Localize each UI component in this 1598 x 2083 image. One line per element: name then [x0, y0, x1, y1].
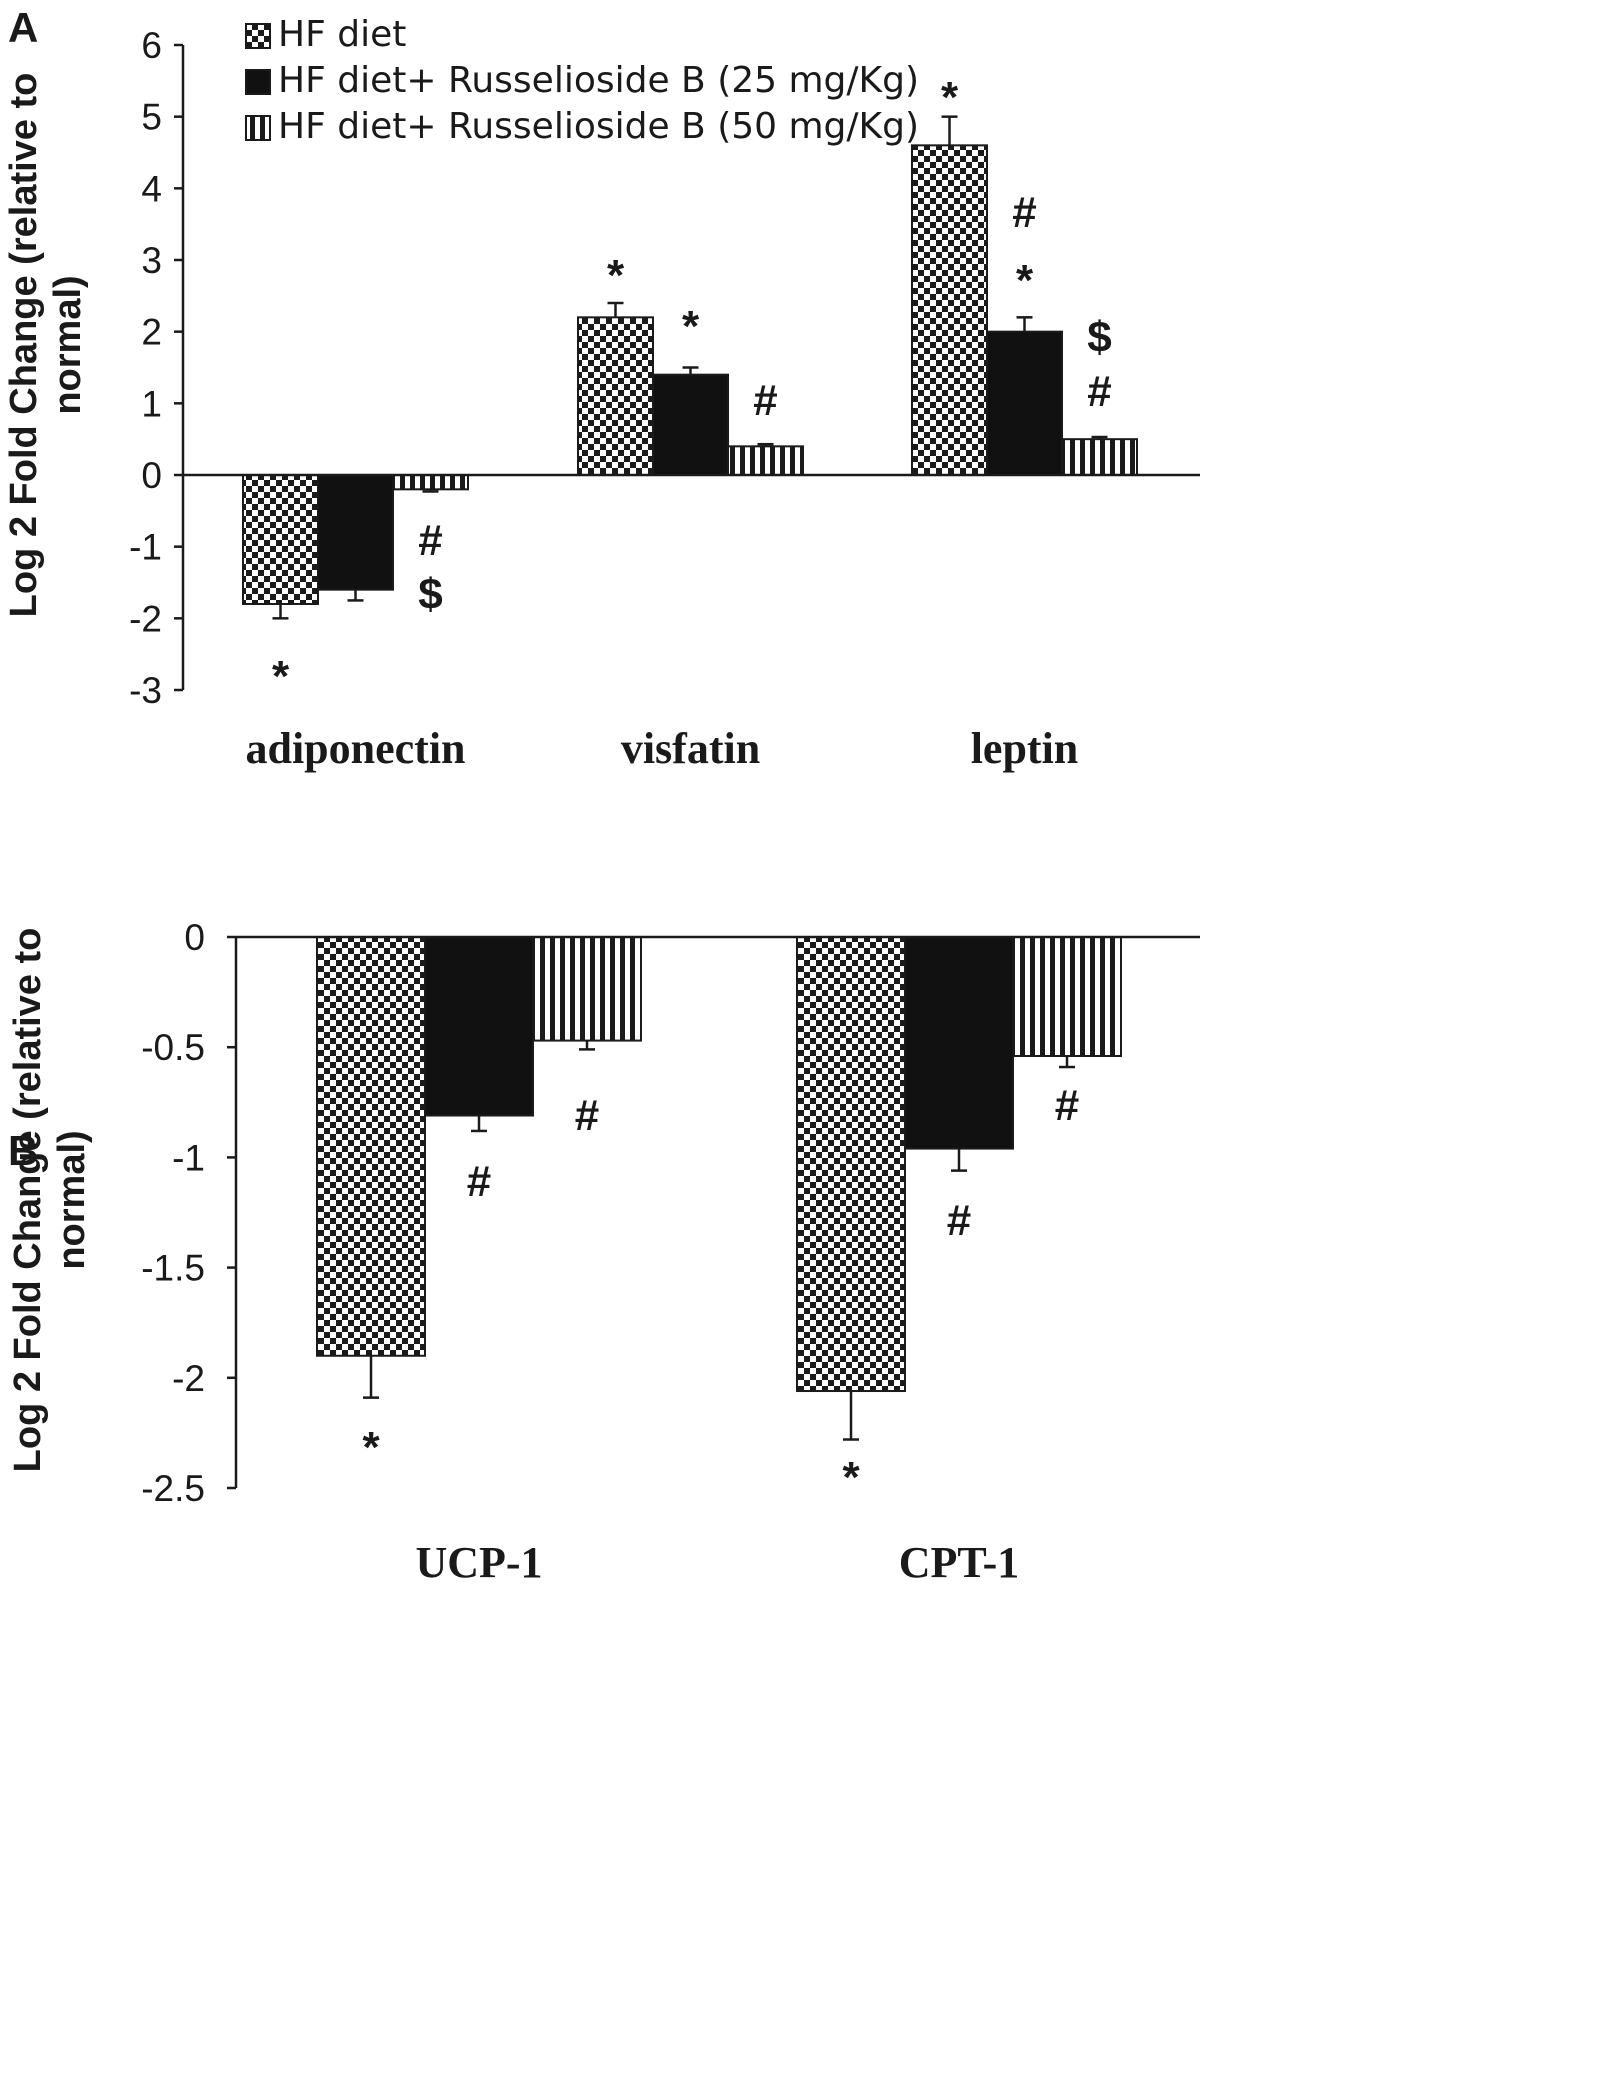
panel-a-label: A	[8, 4, 38, 51]
panel-a-bar-adiponectin-series-1	[242, 474, 319, 605]
panel-b-significance-marker: *	[362, 1423, 380, 1472]
panel-b-bar-ucp-1-series-3	[532, 936, 642, 1042]
panel-a-y-tick-label: -2	[129, 598, 162, 639]
panel-a-y-tick-label: 0	[141, 455, 162, 496]
panel-a-category-label-leptin: leptin	[971, 724, 1079, 773]
panel-a-significance-marker: *	[1016, 256, 1034, 305]
legend-swatch-series-1	[245, 23, 271, 49]
panel-b-y-tick-label: -0.5	[141, 1027, 205, 1068]
panel-a-y-tick-label: 5	[141, 97, 162, 138]
panel-a-y-tick-label: 4	[141, 168, 162, 209]
panel-a-y-axis-title-line: Log 2 Fold Change (relative to	[3, 73, 45, 618]
panel-a-significance-marker: $	[418, 570, 442, 619]
panel-b-y-axis-title-line: normal)	[51, 1130, 93, 1269]
panel-a-bar-adiponectin-series-3	[392, 474, 469, 491]
panel-a-significance-marker: *	[607, 251, 625, 300]
panel-b-y-tick-label: -1	[172, 1137, 205, 1178]
panel-a-bar-visfatin-series-2	[652, 373, 729, 476]
panel-a-bar-visfatin-series-3	[727, 445, 804, 477]
panel-b-y-tick-label: 0	[184, 917, 205, 958]
panel-a-significance-marker: $	[1087, 313, 1111, 362]
panel-a-bar-leptin-series-2	[986, 330, 1063, 476]
panel-b-significance-marker: #	[947, 1196, 971, 1245]
panel-b-category-label-cpt-1: CPT-1	[899, 1538, 1020, 1587]
panel-a-bar-adiponectin-series-2	[317, 474, 394, 591]
panel-b-y-tick-label: -2	[172, 1358, 205, 1399]
panel-b-bar-cpt-1-series-2	[904, 936, 1014, 1150]
panel-b-significance-marker: #	[1055, 1081, 1079, 1130]
panel-b-bar-ucp-1-series-2	[424, 936, 534, 1117]
panel-a-y-tick-label: 3	[141, 240, 162, 281]
panel-b-y-axis-title: Log 2 Fold Change (relative tonormal)	[7, 928, 93, 1473]
panel-b-category-label-ucp-1: UCP-1	[415, 1538, 542, 1587]
legend-swatch-series-3	[245, 115, 271, 141]
panel-a-significance-marker: *	[682, 302, 700, 351]
panel-b-label: B	[8, 1127, 38, 1174]
panel-a-category-label-visfatin: visfatin	[621, 724, 760, 773]
legend-label-series-3: HF diet+ Russelioside B (50 mg/Kg)	[278, 106, 919, 147]
panel-a-y-tick-label: 6	[141, 25, 162, 66]
panel-b-significance-marker: #	[575, 1091, 599, 1140]
panel-a-y-tick-label: 2	[141, 312, 162, 353]
panel-a-category-label-adiponectin: adiponectin	[245, 724, 465, 773]
panel-a-y-axis-title: Log 2 Fold Change (relative tonormal)	[3, 73, 89, 618]
legend-swatch-series-2	[245, 69, 271, 95]
panel-a-chart: -3 -2 -1 0 1 2 3 4 5 6 Log 2 Fold Change (relative…	[3, 14, 1200, 773]
panel-a-y-tick-label: -1	[129, 527, 162, 568]
panel-a-y-tick-label: -3	[129, 670, 162, 711]
panel-b-y-tick-label: -2.5	[141, 1468, 205, 1509]
panel-b-significance-marker: *	[842, 1453, 860, 1502]
panel-a-y-tick-label: 1	[141, 383, 162, 424]
panel-a-significance-marker: #	[1012, 188, 1036, 237]
panel-a-y-axis-title-line: normal)	[47, 275, 89, 414]
panel-b-bar-cpt-1-series-3	[1012, 936, 1122, 1058]
legend-label-series-1: HF diet	[278, 14, 406, 55]
panel-a-significance-marker: *	[272, 652, 290, 701]
panel-b-chart: -2.5 -2 -1.5 -1 -0.5 0 Log 2 Fold Change (rela…	[7, 917, 1200, 1587]
panel-a-significance-marker: #	[418, 516, 442, 565]
panel-a-bar-leptin-series-3	[1061, 438, 1138, 476]
legend-label-series-2: HF diet+ Russelioside B (25 mg/Kg)	[278, 60, 919, 101]
panel-a-significance-marker: #	[753, 376, 777, 425]
panel-b-significance-marker: #	[467, 1157, 491, 1206]
panel-a-significance-marker: #	[1087, 367, 1111, 416]
panel-a-bar-visfatin-series-1	[577, 316, 654, 477]
panel-b-bar-cpt-1-series-1	[796, 936, 906, 1393]
panel-b-y-tick-label: -1.5	[141, 1248, 205, 1289]
panel-b-y-axis-title-line: Log 2 Fold Change (relative to	[7, 928, 49, 1473]
panel-b-bar-ucp-1-series-1	[316, 936, 426, 1357]
panel-a-significance-marker: *	[941, 73, 959, 122]
panel-a-bar-leptin-series-1	[911, 144, 988, 476]
